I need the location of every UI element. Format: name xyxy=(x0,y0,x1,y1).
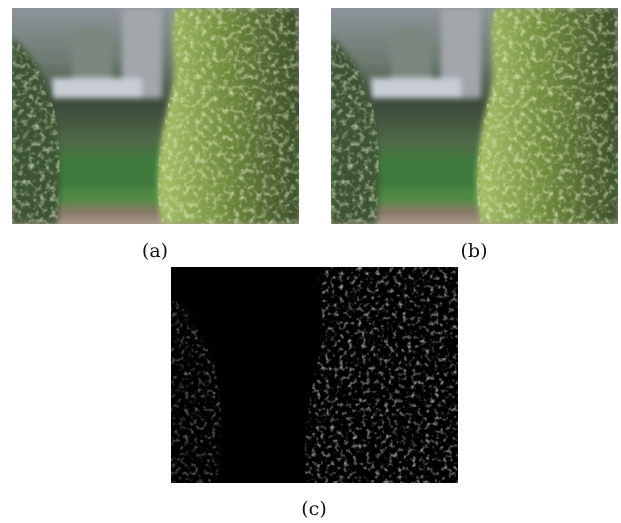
caption: (a) xyxy=(142,240,168,262)
image-a xyxy=(12,8,299,224)
caption: (b) xyxy=(461,240,488,262)
image-c xyxy=(171,267,458,483)
caption: (c) xyxy=(301,498,326,520)
image-b xyxy=(331,8,618,224)
figure: (a) (b) (c) xyxy=(0,0,621,523)
